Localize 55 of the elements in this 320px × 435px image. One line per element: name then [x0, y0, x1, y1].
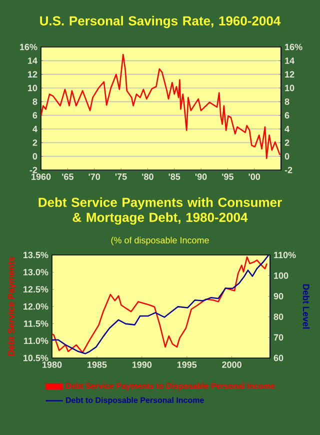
x-tick-label: '65	[62, 174, 74, 180]
x-tick-label: 1995	[177, 362, 197, 368]
y2-axis-title: Debt Level	[302, 284, 310, 329]
y-axis-title: Debt Service Payments	[8, 257, 16, 356]
x-tick-label: 1980	[42, 362, 62, 368]
y-tick-label: 0	[32, 153, 38, 160]
x-tick-label: 1990	[132, 362, 152, 368]
y-tick-label: 8	[32, 98, 38, 105]
line-series	[41, 54, 281, 160]
y2-tick-label: 110%	[274, 252, 296, 258]
y2-tick-label: 80	[274, 314, 284, 320]
x-tick-label: '75	[115, 174, 127, 180]
x-tick-label: 1960	[32, 174, 51, 180]
y2-tick-label: 14	[285, 58, 294, 64]
x-tick-label: '85	[168, 174, 180, 180]
y-tick-label: 4	[32, 126, 38, 132]
y2-tick-label: 12	[285, 71, 294, 78]
y-tick-label: 12	[28, 71, 38, 78]
y2-tick-label: 100	[274, 272, 288, 279]
y-tick-label: 2	[32, 140, 38, 146]
y2-tick-label: 6	[284, 112, 290, 119]
legend-label: Debt to Disposable Personal Income	[66, 397, 204, 405]
y-tick-label: 13.5%	[24, 252, 48, 258]
chart-title: U.S. Personal Savings Rate, 1960-2004	[40, 16, 281, 28]
chart-subtitle: (% of disposable Income	[111, 236, 209, 246]
y2-tick-label: 8	[284, 98, 290, 105]
y-tick-label: 11.5%	[24, 320, 48, 327]
y-tick-label: -2	[30, 166, 38, 174]
y2-tick-label: 70	[274, 334, 284, 341]
chart-title: Debt Service Payments with Consumer & Mortgage Debt, 1980-2004	[38, 197, 282, 225]
y2-tick-label: 90	[274, 293, 284, 300]
y-tick-label: 16%	[20, 44, 38, 50]
x-tick-label: '00	[248, 174, 260, 180]
y2-tick-label: 16%	[285, 44, 302, 50]
x-tick-label: 1985	[88, 362, 107, 368]
y-tick-label: 12.0%	[24, 303, 48, 310]
y2-tick-label: 0	[284, 153, 290, 160]
y-tick-label: 10.5%	[24, 354, 48, 362]
x-tick-label: '70	[88, 174, 100, 180]
y-tick-label: 13.0%	[24, 268, 48, 276]
x-tick-label: 2000	[222, 362, 242, 368]
legend-label: Debt Service Payments to Disposable Personal Income	[66, 382, 275, 390]
y-tick-label: 6	[32, 112, 38, 119]
y-tick-label: 10	[28, 84, 38, 92]
y-tick-label: 12.5%	[24, 286, 48, 293]
y-tick-label: 14	[28, 58, 38, 64]
x-tick-label: '80	[142, 174, 154, 180]
x-tick-label: '95	[222, 174, 234, 180]
y2-tick-label: -2	[284, 166, 292, 174]
y2-tick-label: 10	[285, 84, 294, 92]
y-tick-label: 11.0%	[24, 338, 48, 344]
y2-tick-label: 2	[284, 140, 290, 146]
y2-tick-label: 60	[274, 354, 284, 362]
x-tick-label: '90	[195, 174, 207, 180]
y2-tick-label: 4	[284, 126, 290, 132]
